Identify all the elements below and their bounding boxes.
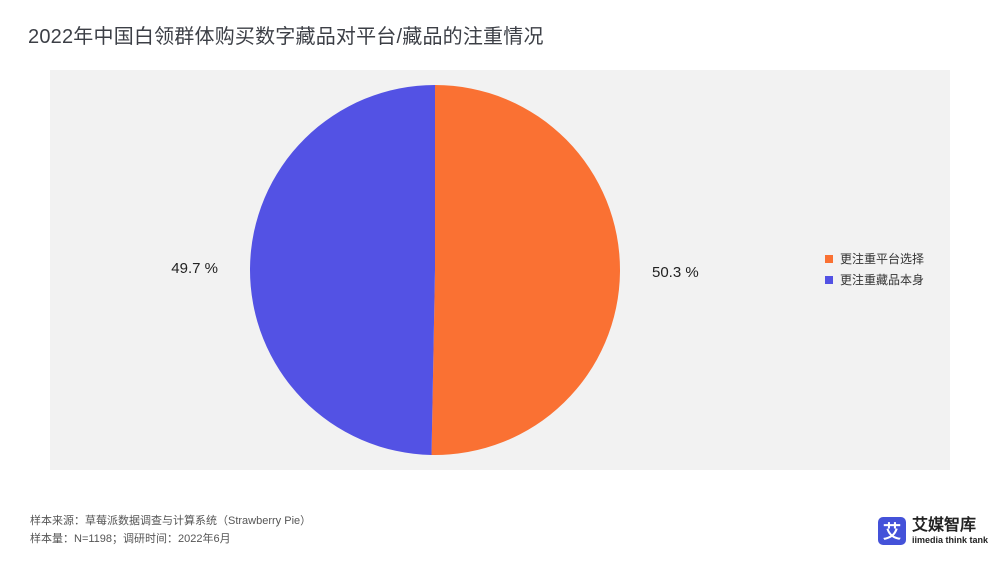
legend-item-collectible: 更注重藏品本身 bbox=[825, 269, 924, 290]
logo-name-cn: 艾媒智库 bbox=[912, 517, 977, 534]
legend-label-collectible: 更注重藏品本身 bbox=[840, 273, 925, 287]
pie-chart: 50.3 % 49.7 % bbox=[171, 85, 699, 455]
legend-label-platform: 更注重平台选择 bbox=[840, 252, 925, 266]
legend-swatch-collectible bbox=[825, 275, 833, 284]
brand-logo: 艾 艾媒智库 iimedia think tank bbox=[878, 513, 990, 549]
chart-title: 2022年中国白领群体购买数字藏品对平台/藏品的注重情况 bbox=[28, 26, 544, 48]
ai-media-logo-icon: 艾 bbox=[878, 517, 906, 545]
source-note: 样本来源：草莓派数据调查与计算系统（Strawberry Pie） bbox=[30, 515, 312, 527]
legend-item-platform: 更注重平台选择 bbox=[825, 248, 924, 269]
pie-label-1: 49.7 % bbox=[171, 260, 218, 277]
legend: 更注重平台选择 更注重藏品本身 bbox=[825, 248, 924, 290]
legend-swatch-platform bbox=[825, 254, 833, 263]
logo-text: 艾媒智库 iimedia think tank bbox=[912, 517, 988, 545]
pie-slice-0 bbox=[431, 85, 620, 455]
footer-notes: 样本来源：草莓派数据调查与计算系统（Strawberry Pie） 样本量：N=… bbox=[30, 512, 311, 548]
pie-slice-1 bbox=[249, 85, 435, 455]
logo-name-en: iimedia think tank bbox=[912, 535, 989, 545]
pie-label-0: 50.3 % bbox=[652, 264, 699, 281]
sample-note: 样本量：N=1198；调研时间：2022年6月 bbox=[30, 533, 231, 545]
chart-panel: 50.3 % 49.7 % 更注重平台选择 更注重藏品本身 bbox=[50, 70, 950, 470]
